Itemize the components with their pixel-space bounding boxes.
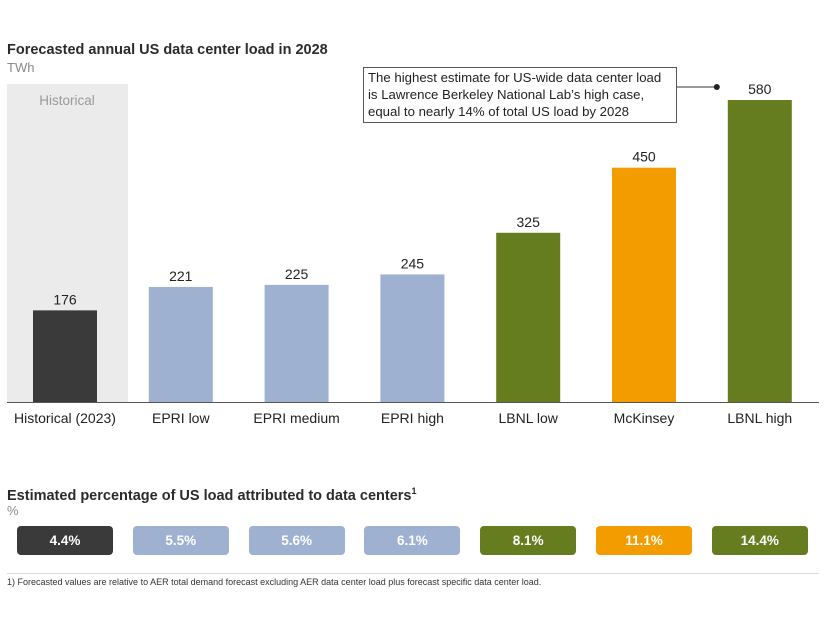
bar-mckinsey: [612, 167, 676, 402]
data-label: 221: [169, 268, 193, 284]
footnote: 1) Forecasted values are relative to AER…: [7, 577, 542, 587]
x-tick-label: EPRI high: [381, 410, 444, 426]
x-tick-label: EPRI medium: [253, 410, 339, 426]
data-label: 245: [401, 255, 425, 271]
annotation-leader-dot: [713, 84, 720, 90]
percentage-pill: 11.1%: [596, 526, 692, 555]
x-tick-label: McKinsey: [614, 410, 675, 426]
data-label: 580: [748, 81, 772, 97]
bar-historical-2023: [33, 310, 97, 402]
footnote-marker: 1: [411, 486, 417, 496]
x-tick-label: EPRI low: [152, 410, 210, 426]
percentage-unit: %: [7, 503, 19, 518]
percentage-pill: 8.1%: [480, 526, 577, 555]
bar-epri-high: [380, 274, 445, 402]
percentage-pill: 14.4%: [711, 526, 808, 555]
percentage-pill: 5.5%: [132, 526, 229, 555]
percentage-pill: 6.1%: [364, 526, 461, 555]
data-label: 325: [517, 214, 541, 230]
data-label: 450: [632, 149, 656, 165]
footnote-divider: [7, 573, 819, 574]
percentage-section-title: Estimated percentage of US load attribut…: [7, 486, 417, 504]
bar-chart: Historical 176 Historical (2023) 221 EPRI l…: [7, 81, 819, 426]
percentage-title-text: Estimated percentage of US load attribut…: [7, 487, 412, 504]
percentage-pill: 5.6%: [248, 526, 345, 555]
bar-lbnl-low: [496, 232, 561, 402]
annotation-callout: The highest estimate for US-wide data ce…: [363, 67, 677, 123]
x-tick-label: LBNL high: [727, 410, 792, 426]
chart-unit: TWh: [7, 60, 35, 75]
x-tick-label: LBNL low: [498, 410, 558, 426]
bar-epri-medium: [264, 284, 329, 402]
historical-region-label: Historical: [39, 93, 95, 108]
chart-title: Forecasted annual US data center load in…: [7, 42, 328, 58]
percentage-pill: 4.4%: [17, 526, 113, 555]
data-label: 176: [53, 291, 77, 307]
bar-epri-low: [148, 286, 213, 402]
data-label: 225: [285, 266, 309, 282]
x-tick-label: Historical (2023): [14, 410, 116, 426]
bar-lbnl-high: [727, 100, 792, 402]
